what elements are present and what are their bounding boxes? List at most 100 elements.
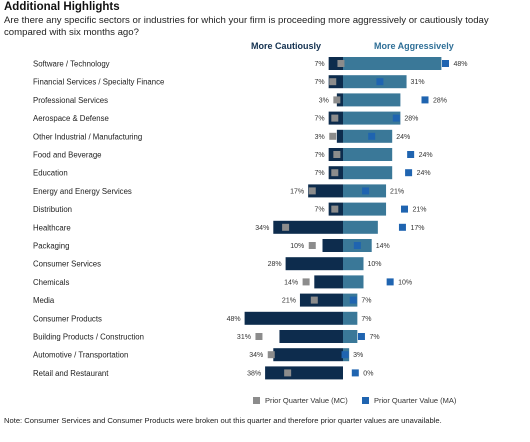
aggressive-value-label: 21%	[390, 188, 404, 195]
category-label: Software / Technology	[33, 60, 110, 69]
prior-mc-marker	[331, 114, 339, 122]
prior-mc-marker	[331, 205, 339, 213]
cautious-bar	[273, 220, 343, 234]
prior-mc-marker	[329, 78, 337, 86]
prior-ma-marker	[357, 333, 365, 340]
legend-prior-mc: Prior Quarter Value (MC)	[253, 396, 348, 405]
aggressive-bar	[343, 257, 364, 271]
legend-swatch-mc	[253, 397, 260, 404]
cautious-bar	[244, 311, 343, 325]
prior-mc-marker	[333, 96, 341, 104]
prior-ma-marker	[349, 296, 357, 304]
prior-ma-marker	[407, 151, 415, 158]
prior-ma-marker	[341, 351, 349, 359]
legend-prior-ma: Prior Quarter Value (MA)	[362, 396, 456, 405]
category-label: Education	[33, 169, 68, 178]
footnote: Note: Consumer Services and Consumer Pro…	[4, 416, 442, 425]
cautious-bar	[299, 293, 343, 307]
header-more-aggressively: More Aggressively	[374, 41, 454, 51]
prior-mc-marker	[337, 60, 345, 67]
aggressive-bar	[343, 57, 442, 70]
legend-swatch-ma	[362, 397, 369, 404]
prior-ma-marker	[398, 223, 406, 231]
prior-ma-marker	[392, 114, 400, 122]
cautious-bar	[314, 275, 343, 289]
cautious-bar	[279, 330, 343, 343]
aggressive-bar	[343, 202, 387, 216]
cautious-value-label: 34%	[249, 352, 263, 359]
aggressive-value-label: 7%	[361, 316, 371, 323]
category-label: Automotive / Transportation	[33, 351, 128, 360]
category-label: Healthcare	[33, 223, 71, 232]
category-label: Building Products / Construction	[33, 333, 144, 342]
legend-label-ma: Prior Quarter Value (MA)	[374, 396, 457, 405]
aggressive-bar	[343, 220, 378, 234]
cautious-value-label: 28%	[268, 261, 282, 268]
category-label: Consumer Services	[33, 260, 101, 269]
aggressive-bar	[343, 129, 393, 143]
cautious-bar	[285, 257, 343, 271]
prior-ma-marker	[442, 60, 449, 67]
category-label: Energy and Energy Services	[33, 187, 132, 196]
prior-mc-marker	[310, 296, 318, 304]
category-label: Distribution	[33, 205, 72, 214]
cautious-bar	[336, 129, 343, 143]
aggressive-bar	[343, 75, 407, 89]
aggressive-value-label: 24%	[396, 134, 410, 141]
aggressive-value-label: 3%	[353, 352, 363, 359]
aggressive-value-label: 31%	[411, 79, 425, 86]
cautious-value-label: 7%	[315, 170, 325, 177]
cautious-bar	[308, 184, 343, 198]
cautious-value-label: 31%	[237, 334, 251, 341]
aggressive-bar	[343, 330, 358, 343]
cautious-value-label: 48%	[227, 316, 241, 323]
prior-ma-marker	[368, 132, 376, 140]
prior-ma-marker	[386, 278, 394, 286]
cautious-bar	[265, 366, 343, 380]
aggressive-bar	[343, 93, 401, 107]
aggressive-value-label: 28%	[433, 97, 447, 104]
category-label: Consumer Products	[33, 314, 102, 323]
category-label: Aerospace & Defense	[33, 114, 109, 123]
aggressive-bar	[343, 111, 401, 125]
category-label: Other Industrial / Manufacturing	[33, 132, 142, 141]
aggressive-value-label: 28%	[404, 116, 418, 123]
cautious-value-label: 38%	[247, 370, 261, 377]
prior-mc-marker	[329, 132, 337, 140]
cautious-value-label: 3%	[319, 97, 329, 104]
cautious-bar	[273, 348, 343, 362]
prior-mc-marker	[302, 278, 310, 286]
prior-mc-marker	[333, 151, 341, 158]
aggressive-value-label: 24%	[419, 152, 433, 159]
prior-mc-marker	[282, 223, 290, 231]
category-label: Food and Beverage	[33, 151, 102, 160]
aggressive-bar	[343, 166, 393, 180]
prior-mc-marker	[255, 333, 263, 340]
prior-ma-marker	[401, 205, 408, 213]
aggressive-value-label: 10%	[398, 279, 412, 286]
cautious-value-label: 14%	[284, 279, 298, 286]
category-label: Packaging	[33, 242, 69, 251]
cautious-value-label: 7%	[315, 207, 325, 214]
prior-mc-marker	[308, 242, 316, 249]
aggressive-value-label: 10%	[368, 261, 382, 268]
aggressive-value-label: 48%	[454, 61, 468, 68]
prior-mc-marker	[284, 369, 292, 377]
prior-mc-marker	[331, 169, 339, 177]
cautious-value-label: 7%	[315, 116, 325, 123]
aggressive-value-label: 24%	[417, 170, 431, 177]
aggressive-bar	[343, 148, 393, 161]
legend-label-mc: Prior Quarter Value (MC)	[265, 396, 348, 405]
prior-ma-marker	[351, 369, 359, 377]
prior-ma-marker	[405, 169, 413, 177]
aggressive-value-label: 21%	[413, 207, 427, 214]
aggressive-value-label: 0%	[363, 370, 373, 377]
aggressive-value-label: 7%	[369, 334, 379, 341]
prior-ma-marker	[353, 242, 361, 249]
aggressive-bar	[343, 311, 358, 325]
aggressive-bar	[343, 275, 364, 289]
prior-ma-marker	[421, 96, 429, 104]
prior-ma-marker	[362, 187, 370, 195]
category-label: Financial Services / Specialty Finance	[33, 78, 164, 87]
section-heading: Additional Highlights	[4, 1, 120, 13]
